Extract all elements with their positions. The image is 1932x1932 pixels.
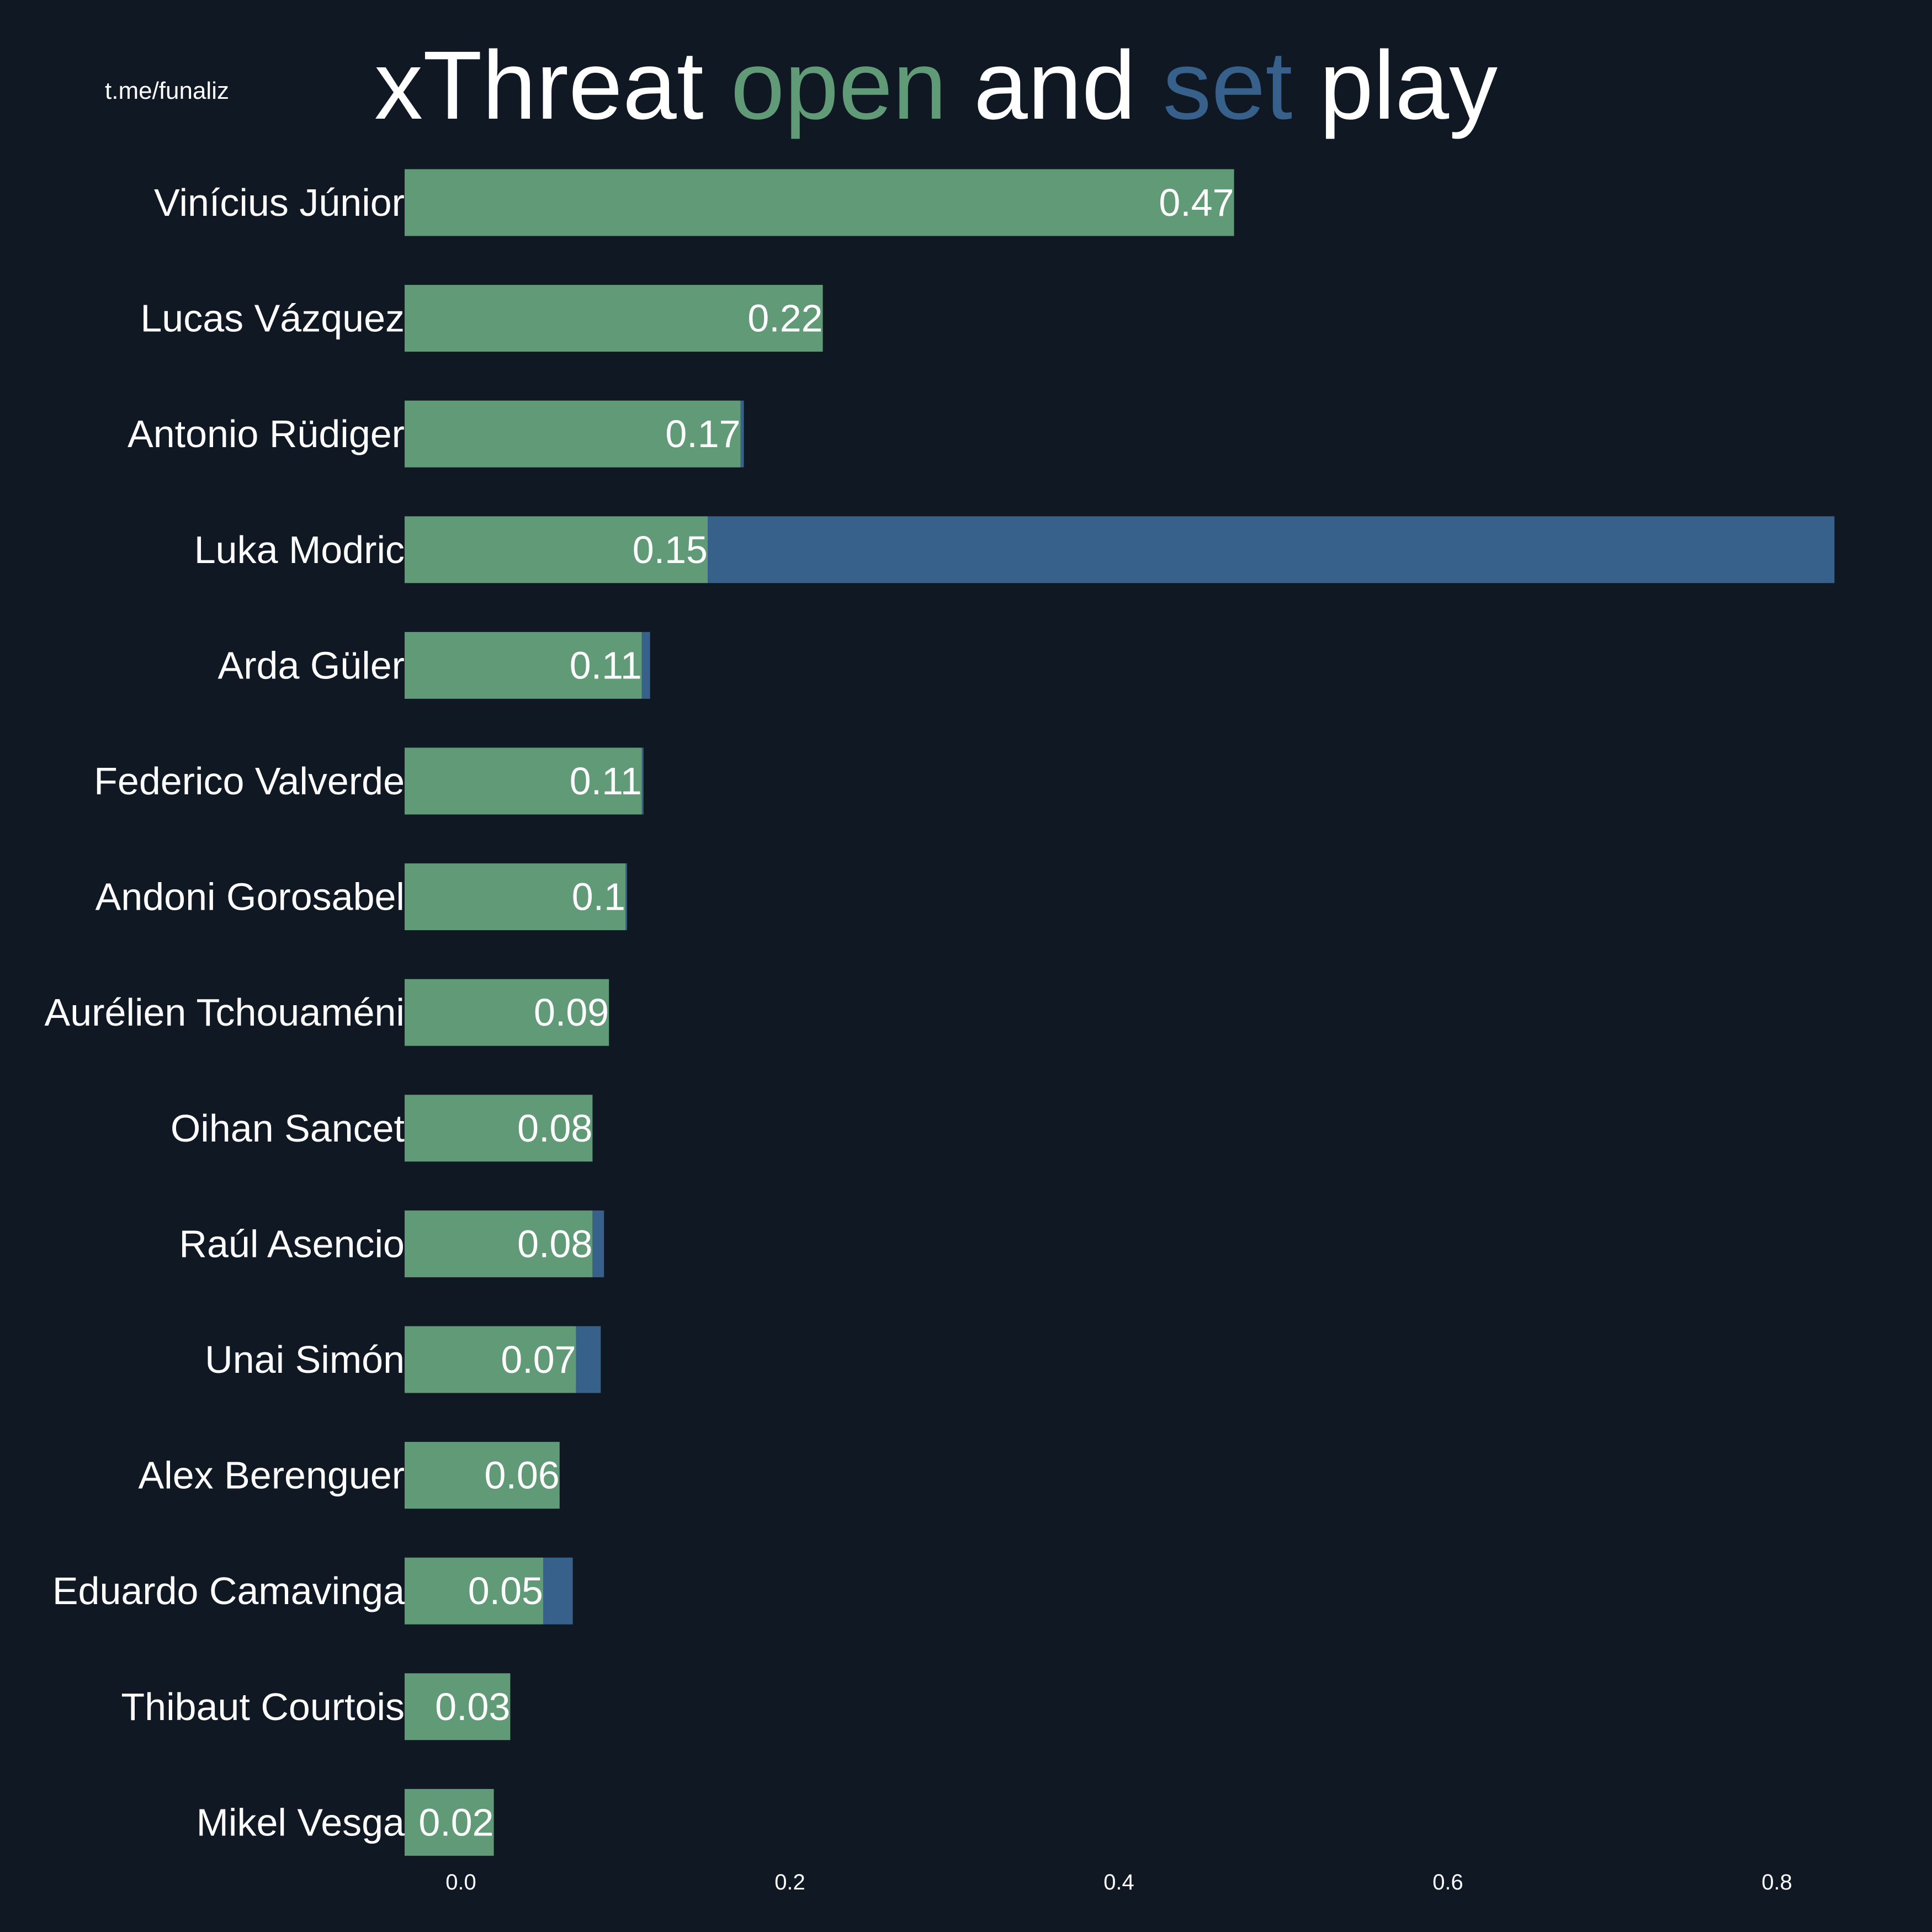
player-label: Raúl Asencio [179,1222,405,1265]
bar-set [576,1326,601,1393]
title-open-word: open [730,31,947,140]
player-label: Vinícius Júnior [154,181,405,224]
x-tick-label: 0.2 [774,1870,805,1894]
bar-open [405,631,642,699]
data-label: 0.03 [435,1685,510,1728]
data-label: 0.11 [570,644,642,687]
bar-set [740,400,744,468]
bar-open [405,1326,576,1393]
x-tick-label: 0.4 [1103,1870,1134,1894]
data-label: 0.15 [633,528,708,571]
bar-open [405,747,642,815]
player-label: Luka Modric [194,528,405,571]
player-label: Alex Berenguer [138,1454,405,1497]
bar-set [592,1210,604,1277]
bar-open [405,1557,543,1625]
bar-open [405,1095,593,1162]
bar-set [641,747,644,815]
data-label: 0.08 [517,1222,592,1265]
data-label: 0.05 [468,1569,543,1612]
data-label: 0.08 [517,1107,592,1150]
player-label: Arda Güler [218,644,405,687]
player-label: Mikel Vesga [197,1801,405,1844]
bar-open [405,1210,593,1277]
bar-open [405,1673,511,1740]
player-label: Aurélien Tchouaméni [45,991,405,1034]
player-label: Antonio Rüdiger [128,412,405,455]
player-label: Oihan Sancet [171,1107,405,1150]
bar-set [708,516,1835,583]
bar-open [405,285,823,352]
data-label: 0.07 [501,1338,576,1381]
player-label: Unai Simón [205,1338,405,1381]
watermark: t.me/funaliz [105,77,229,104]
title-part-3: play [1292,31,1498,140]
player-label: Andoni Gorosabel [95,875,405,919]
x-tick-label: 0.8 [1761,1870,1792,1894]
bar-open [405,1442,560,1509]
data-label: 0.47 [1159,181,1234,224]
player-label: Thibaut Courtois [121,1685,405,1728]
bar-open [405,863,625,931]
player-label: Federico Valverde [94,760,405,803]
player-label: Lucas Vázquez [140,297,405,340]
data-label: 0.17 [665,412,740,455]
bar-set [641,631,650,699]
data-label: 0.22 [747,297,822,340]
data-label: 0.1 [572,875,625,919]
bar-open [405,979,609,1046]
bar-open [405,169,1234,236]
x-tick-label: 0.6 [1432,1870,1463,1894]
bar-open [405,1788,494,1856]
bar-open [405,400,741,468]
data-label: 0.02 [418,1801,493,1844]
data-label: 0.09 [534,991,609,1034]
x-tick-label: 0.0 [445,1870,476,1894]
title-part-2: and [947,31,1163,140]
chart-title: xThreat open and set play [374,30,1498,141]
title-part-1: xThreat [374,31,731,140]
data-label: 0.06 [485,1454,560,1497]
bar-open [405,516,708,583]
bar-set [625,863,627,931]
title-set-word: set [1163,31,1293,140]
bar-set [543,1557,573,1625]
player-label: Eduardo Camavinga [52,1569,405,1612]
data-label: 0.11 [570,760,642,803]
